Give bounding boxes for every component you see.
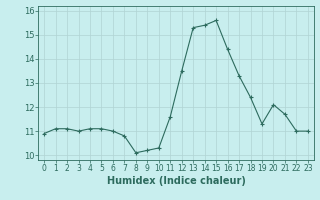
X-axis label: Humidex (Indice chaleur): Humidex (Indice chaleur) <box>107 176 245 186</box>
